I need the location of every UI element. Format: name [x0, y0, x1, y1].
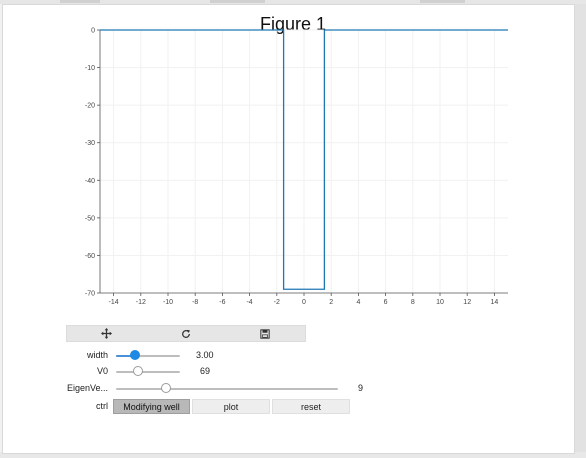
v0-slider-track[interactable]	[116, 371, 180, 373]
top-strip-segment	[60, 0, 100, 3]
v0-value: 69	[200, 366, 211, 376]
x-tick-label: -10	[163, 299, 173, 306]
x-tick-label: 4	[356, 299, 360, 306]
x-tick-label: -4	[246, 299, 252, 306]
pan-button[interactable]	[67, 326, 146, 341]
ctrl-label: ctrl	[96, 401, 108, 411]
eigen-slider-handle[interactable]	[160, 383, 171, 393]
move-icon	[101, 328, 113, 339]
plot-canvas[interactable]: -14 -12 -10 -8 -6 -4 -2 0 2 4 6 8 10 12 140-10-20-30-4…	[0, 0, 586, 320]
widget-panel	[2, 4, 575, 454]
figure-title: Figure 1	[259, 14, 327, 34]
potential-well-line	[100, 29, 508, 290]
x-tick-label: -12	[136, 299, 146, 306]
x-tick-label: -2	[274, 299, 280, 306]
y-tick-label: -40	[85, 178, 95, 185]
x-tick-label: -8	[192, 299, 198, 306]
x-tick-label: 2	[329, 299, 333, 306]
width-slider-handle[interactable]	[130, 350, 141, 360]
v0-control: V0 69	[0, 364, 586, 380]
x-tick-label: 6	[384, 299, 388, 306]
plot-button[interactable]: plot	[192, 399, 270, 414]
v0-slider-handle[interactable]	[133, 366, 144, 376]
reset-button[interactable]: reset	[272, 399, 350, 414]
panel-shadow-bottom	[0, 452, 586, 458]
width-slider-fill	[116, 355, 136, 357]
y-tick-label: -30	[85, 140, 95, 147]
top-strip-segment	[420, 0, 465, 3]
v0-label: V0	[96, 366, 108, 376]
y-tick-label: -50	[85, 215, 95, 222]
width-label: width	[86, 350, 108, 360]
save-icon	[260, 328, 270, 339]
y-tick-label: -20	[85, 103, 95, 110]
figure-toolbar	[66, 325, 306, 342]
x-tick-label: 10	[436, 299, 444, 306]
reset-view-button[interactable]	[146, 326, 225, 341]
width-control: width 3.00	[0, 348, 586, 364]
panel-shadow-right	[574, 4, 586, 456]
x-tick-label: 0	[302, 299, 306, 306]
x-tick-label: 14	[491, 299, 499, 306]
y-tick-label: -70	[85, 291, 95, 298]
x-tick-label: 12	[463, 299, 471, 306]
x-tick-label: -6	[219, 299, 225, 306]
width-slider-track[interactable]	[116, 355, 180, 357]
y-tick-label: 0	[91, 28, 95, 35]
top-strip-segment	[210, 0, 265, 3]
y-tick-label: -60	[85, 253, 95, 260]
eigen-control: EigenVe... 9	[0, 381, 586, 397]
ctrl-control: ctrl Modifying well plot reset	[0, 399, 586, 415]
eigen-label: EigenVe...	[66, 383, 108, 393]
y-tick-label: -10	[85, 65, 95, 72]
x-tick-label: 8	[411, 299, 415, 306]
eigen-slider-track[interactable]	[116, 388, 338, 390]
top-strip	[0, 0, 586, 4]
refresh-icon	[182, 329, 190, 338]
eigen-value: 9	[358, 383, 364, 393]
x-tick-label: -14	[109, 299, 119, 306]
width-value: 3.00	[196, 350, 214, 360]
save-figure-button[interactable]	[226, 326, 305, 341]
modifying-well-button[interactable]: Modifying well	[113, 399, 190, 414]
